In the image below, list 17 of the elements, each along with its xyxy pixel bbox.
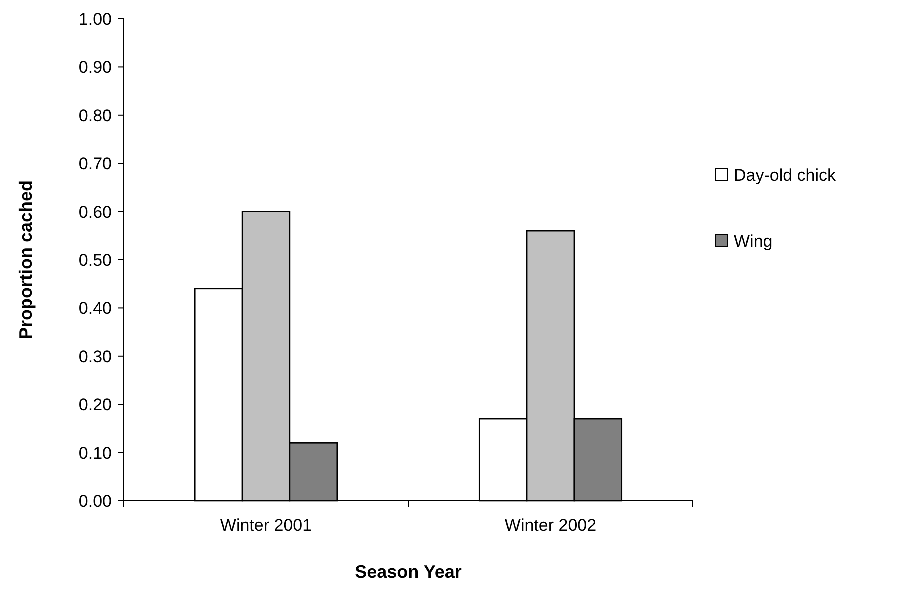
y-tick-label: 0.10 — [78, 444, 112, 463]
y-axis-title: Proportion cached — [16, 180, 36, 340]
y-tick-label: 0.80 — [78, 106, 112, 126]
y-tick-label: 0.70 — [78, 154, 112, 174]
y-tick-label: 0.60 — [78, 202, 112, 222]
y-tick-label: 1.00 — [78, 10, 112, 29]
y-tick-label: 0.00 — [78, 492, 112, 511]
y-tick-label: 0.20 — [78, 396, 112, 415]
legend-label: Day-old chick — [734, 166, 837, 185]
y-tick-label: 0.40 — [78, 299, 112, 318]
y-tick-label: 0.50 — [78, 250, 112, 270]
x-tick-label: Winter 2002 — [504, 516, 597, 535]
legend-label: Wing — [734, 232, 773, 251]
x-axis-title: Season Year — [355, 562, 462, 582]
y-tick-label: 0.90 — [78, 58, 112, 78]
x-tick-label: Winter 2001 — [220, 516, 312, 535]
y-tick-label: 0.30 — [78, 347, 112, 366]
